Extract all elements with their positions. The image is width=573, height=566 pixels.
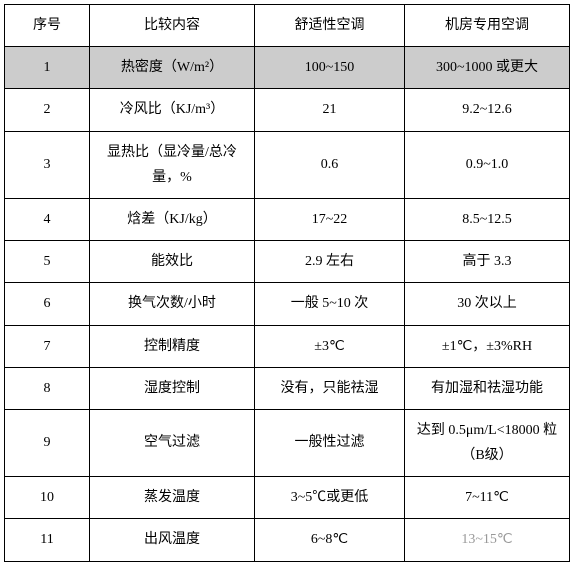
table-cell: 有加湿和祛湿功能 <box>405 367 570 409</box>
table-row: 10蒸发温度3~5℃或更低7~11℃ <box>5 477 570 519</box>
table-cell: 冷风比（KJ/m³） <box>90 89 255 131</box>
table-row: 3显热比（显冷量/总冷量，%0.60.9~1.0 <box>5 131 570 198</box>
header-row: 序号 比较内容 舒适性空调 机房专用空调 <box>5 5 570 47</box>
table-cell: 焓差（KJ/kg） <box>90 198 255 240</box>
header-cell: 比较内容 <box>90 5 255 47</box>
table-row: 2冷风比（KJ/m³）219.2~12.6 <box>5 89 570 131</box>
table-cell: ±3℃ <box>255 325 405 367</box>
table-cell: 13~15℃ <box>405 519 570 561</box>
table-cell: 达到 0.5μm/L<18000 粒（B级） <box>405 409 570 476</box>
table-header: 序号 比较内容 舒适性空调 机房专用空调 <box>5 5 570 47</box>
table-row: 4焓差（KJ/kg）17~228.5~12.5 <box>5 198 570 240</box>
header-cell: 机房专用空调 <box>405 5 570 47</box>
table-row: 1热密度（W/m²）100~150300~1000 或更大 <box>5 47 570 89</box>
table-row: 9空气过滤一般性过滤达到 0.5μm/L<18000 粒（B级） <box>5 409 570 476</box>
table-cell: 0.9~1.0 <box>405 131 570 198</box>
table-cell: 9.2~12.6 <box>405 89 570 131</box>
table-cell: 3 <box>5 131 90 198</box>
table-cell: 3~5℃或更低 <box>255 477 405 519</box>
table-cell: 出风温度 <box>90 519 255 561</box>
table-row: 5能效比2.9 左右高于 3.3 <box>5 241 570 283</box>
table-cell: 5 <box>5 241 90 283</box>
table-cell: 21 <box>255 89 405 131</box>
table-cell: 1 <box>5 47 90 89</box>
table-row: 6换气次数/小时一般 5~10 次30 次以上 <box>5 283 570 325</box>
table-cell: 9 <box>5 409 90 476</box>
table-cell: 6~8℃ <box>255 519 405 561</box>
table-cell: 没有，只能祛湿 <box>255 367 405 409</box>
table-cell: 换气次数/小时 <box>90 283 255 325</box>
table-row: 7控制精度±3℃±1℃，±3%RH <box>5 325 570 367</box>
table-cell: 显热比（显冷量/总冷量，% <box>90 131 255 198</box>
table-cell: 能效比 <box>90 241 255 283</box>
table-body: 1热密度（W/m²）100~150300~1000 或更大2冷风比（KJ/m³）… <box>5 47 570 561</box>
table-cell: 7 <box>5 325 90 367</box>
table-cell: 2 <box>5 89 90 131</box>
header-cell: 舒适性空调 <box>255 5 405 47</box>
table-cell: 300~1000 或更大 <box>405 47 570 89</box>
table-cell: 0.6 <box>255 131 405 198</box>
table-cell: ±1℃，±3%RH <box>405 325 570 367</box>
table-cell: 控制精度 <box>90 325 255 367</box>
table-cell: 8 <box>5 367 90 409</box>
table-cell: 4 <box>5 198 90 240</box>
table-cell: 热密度（W/m²） <box>90 47 255 89</box>
table-cell: 30 次以上 <box>405 283 570 325</box>
table-cell: 一般 5~10 次 <box>255 283 405 325</box>
table-cell: 8.5~12.5 <box>405 198 570 240</box>
table-cell: 湿度控制 <box>90 367 255 409</box>
comparison-table: 序号 比较内容 舒适性空调 机房专用空调 1热密度（W/m²）100~15030… <box>4 4 570 562</box>
table-cell: 空气过滤 <box>90 409 255 476</box>
table-row: 11出风温度6~8℃13~15℃ <box>5 519 570 561</box>
table-cell: 11 <box>5 519 90 561</box>
table-cell: 7~11℃ <box>405 477 570 519</box>
table-cell: 10 <box>5 477 90 519</box>
table-cell: 蒸发温度 <box>90 477 255 519</box>
table-row: 8湿度控制没有，只能祛湿有加湿和祛湿功能 <box>5 367 570 409</box>
table-cell: 一般性过滤 <box>255 409 405 476</box>
table-cell: 17~22 <box>255 198 405 240</box>
header-cell: 序号 <box>5 5 90 47</box>
table-cell: 高于 3.3 <box>405 241 570 283</box>
table-cell: 100~150 <box>255 47 405 89</box>
table-cell: 6 <box>5 283 90 325</box>
table-cell: 2.9 左右 <box>255 241 405 283</box>
